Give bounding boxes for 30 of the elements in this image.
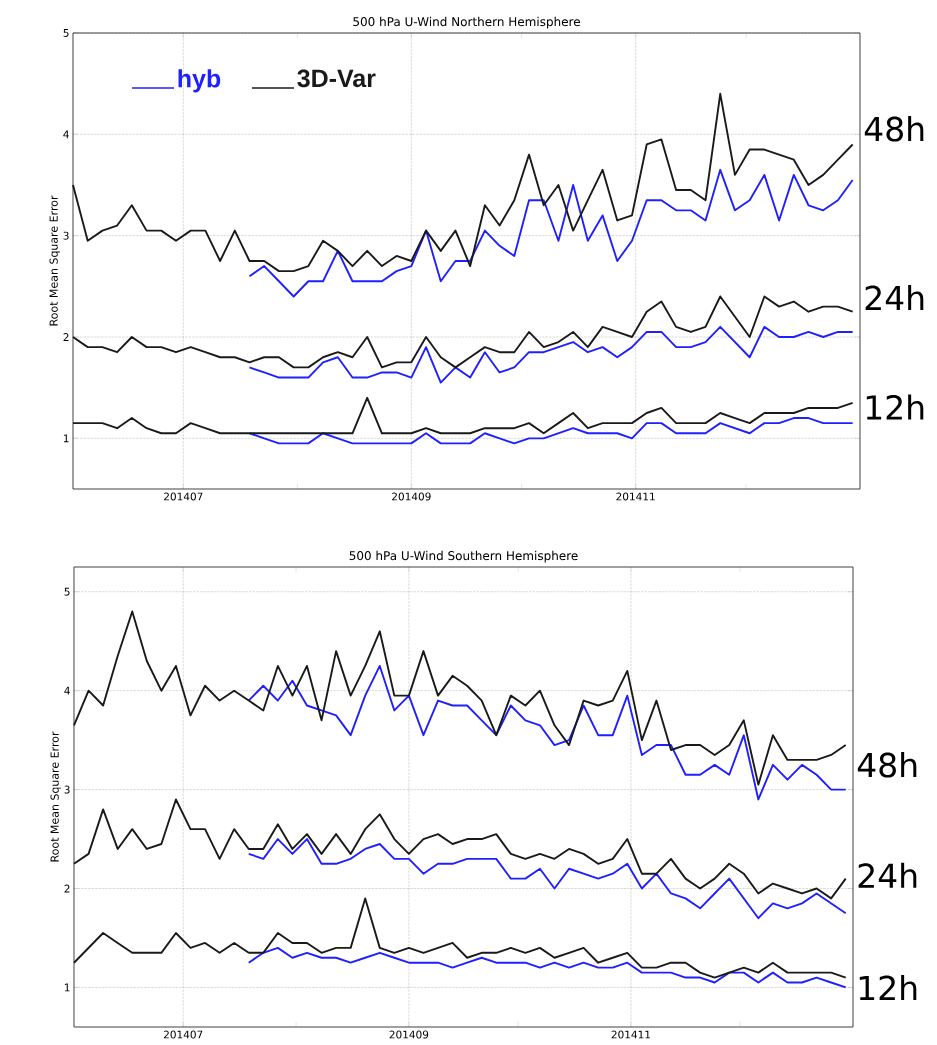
y-tick-label: 1 bbox=[64, 983, 70, 992]
text: 48h bbox=[864, 116, 924, 142]
y-axis-title: Root Mean Square Error bbox=[49, 195, 60, 326]
chart-title: 500 hPa U-Wind Southern Hemisphere bbox=[349, 550, 578, 563]
y-tick-label: 5 bbox=[63, 29, 69, 37]
y-tick-label: 5 bbox=[64, 587, 70, 596]
text: 12h bbox=[859, 974, 917, 1000]
x-tick-label: 201411 bbox=[611, 1030, 650, 1039]
y-tick-label: 1 bbox=[63, 434, 69, 443]
y-axis-title: Root Mean Square Error bbox=[50, 731, 61, 862]
x-tick-label: 201409 bbox=[392, 492, 431, 501]
x-tick-label: 201409 bbox=[389, 1030, 429, 1039]
x-tick-label: 201407 bbox=[163, 1030, 203, 1039]
x-tick-label: 201411 bbox=[616, 492, 655, 501]
line-series bbox=[247, 664, 847, 801]
y-tick-label: 3 bbox=[63, 231, 69, 240]
text: 24h bbox=[858, 862, 917, 888]
text: 12h bbox=[866, 394, 924, 420]
text: 24h bbox=[865, 284, 924, 311]
legend-label: 3D-Var bbox=[297, 69, 376, 88]
y-tick-label: 3 bbox=[64, 785, 70, 794]
y-tick-label: 2 bbox=[63, 333, 69, 341]
y-tick-label: 4 bbox=[63, 130, 69, 139]
line-series bbox=[73, 798, 847, 900]
y-tick-label: 4 bbox=[64, 686, 70, 695]
text: 48h bbox=[857, 752, 917, 778]
x-tick-label: 201407 bbox=[164, 492, 203, 501]
chart-title: 500 hPa U-Wind Northern Hemisphere bbox=[353, 16, 580, 29]
legend-label: hyb bbox=[178, 69, 221, 93]
y-tick-label: 2 bbox=[64, 884, 70, 893]
